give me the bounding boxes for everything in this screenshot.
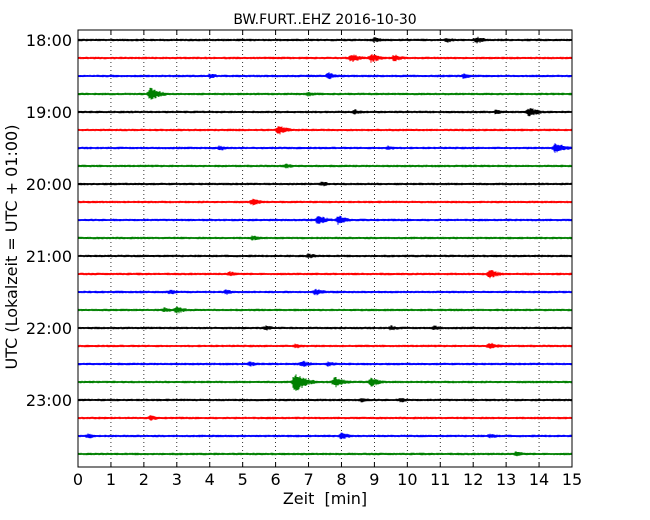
x-tick-label: 14	[529, 470, 549, 489]
x-tick-label: 3	[172, 470, 182, 489]
y-axis-label: UTC (Lokalzeit = UTC + 01:00)	[2, 125, 21, 370]
y-tick-label: 20:00	[26, 175, 72, 194]
y-tick-label: 21:00	[26, 247, 72, 266]
y-tick-label: 18:00	[26, 31, 72, 50]
x-tick-label: 10	[397, 470, 417, 489]
x-axis-label: Zeit [min]	[283, 489, 367, 508]
x-tick-label: 0	[73, 470, 83, 489]
y-tick-label: 19:00	[26, 103, 72, 122]
x-tick-label: 1	[106, 470, 116, 489]
x-tick-label: 15	[562, 470, 582, 489]
x-tick-label: 7	[303, 470, 313, 489]
x-tick-label: 4	[205, 470, 215, 489]
chart-title: BW.FURT..EHZ 2016-10-30	[233, 12, 416, 28]
x-tick-label: 2	[139, 470, 149, 489]
y-tick-label: 23:00	[26, 391, 72, 410]
x-tick-label: 13	[496, 470, 516, 489]
grid-lines	[110, 30, 540, 467]
x-tick-label: 11	[430, 470, 450, 489]
y-tick-label: 22:00	[26, 319, 72, 338]
x-tick-label: 8	[336, 470, 346, 489]
x-tick-label: 12	[463, 470, 483, 489]
plot-frame	[77, 29, 573, 468]
y-axis-ticks: 18:00 19:00 20:00 21:00 22:00 23:00	[26, 31, 572, 410]
x-tick-label: 9	[369, 470, 379, 489]
x-tick-label: 5	[238, 470, 248, 489]
seismic-traces	[77, 36, 573, 457]
x-axis-ticks: 0 1 2 3 4 5 6 7 8 9 10 11 12 13 14 15	[73, 30, 582, 489]
x-tick-label: 6	[271, 470, 281, 489]
